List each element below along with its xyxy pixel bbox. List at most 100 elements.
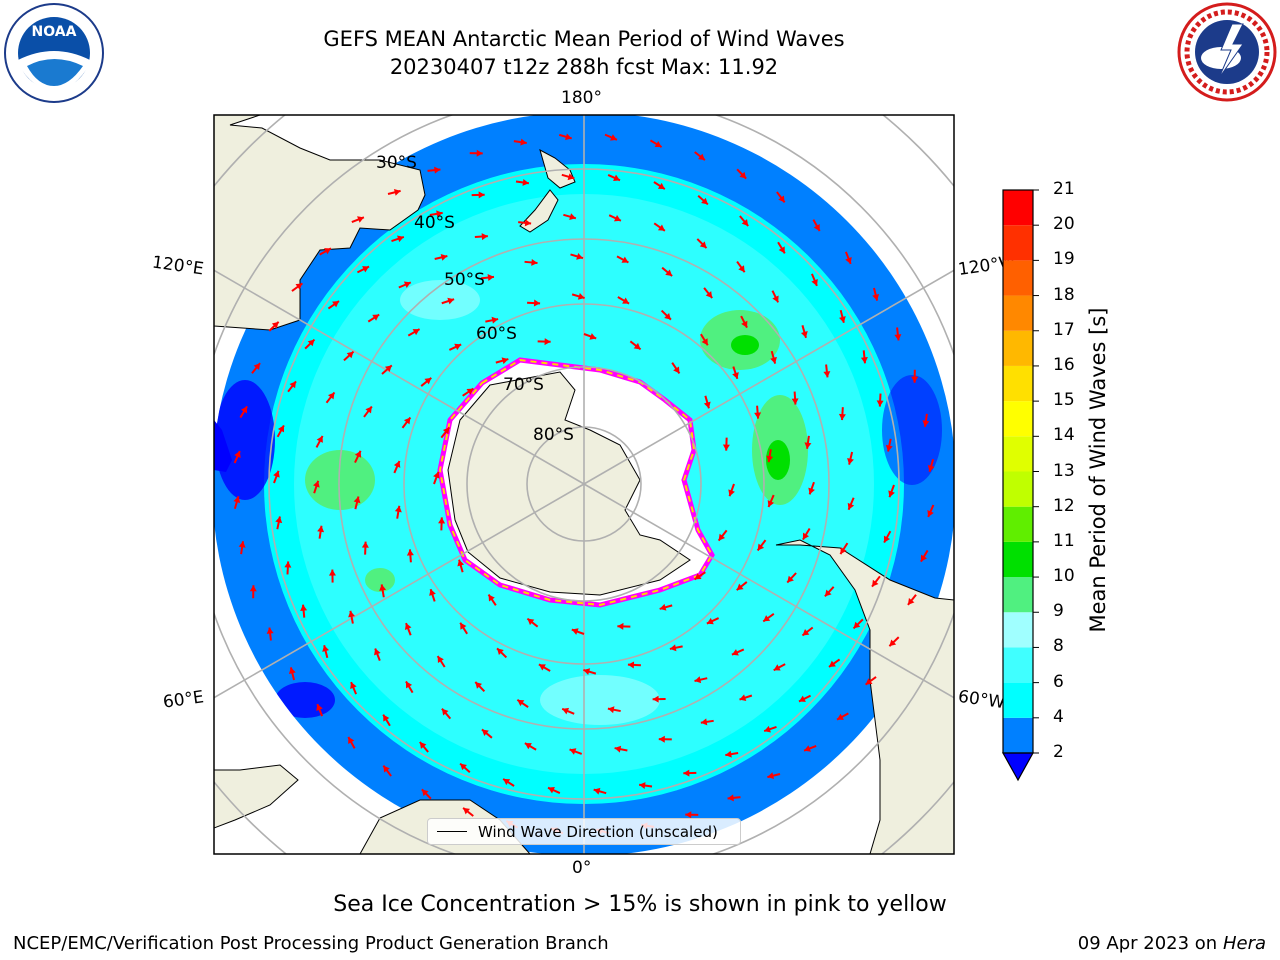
colorbar-tick-label: 8 bbox=[1053, 636, 1064, 657]
colorbar-tick-label: 18 bbox=[1053, 284, 1075, 305]
wind-wave-vector-head bbox=[617, 622, 624, 630]
wind-wave-vector-head bbox=[576, 253, 583, 260]
wind-wave-vector-head bbox=[487, 274, 494, 282]
wind-wave-vector-head bbox=[613, 215, 621, 222]
wind-wave-vector-head bbox=[665, 269, 673, 277]
wind-wave-vector-head bbox=[703, 401, 711, 409]
colorbar-tick-label: 14 bbox=[1053, 425, 1075, 446]
lat-label-80s: 80°S bbox=[533, 425, 574, 445]
wind-wave-vector-head bbox=[353, 496, 361, 504]
wind-wave-vector-head bbox=[454, 343, 462, 351]
wind-wave-vector-head bbox=[522, 178, 529, 186]
wind-wave-vector-head bbox=[889, 639, 897, 647]
wind-wave-vector-head bbox=[823, 371, 831, 378]
wind-wave-vector-head bbox=[883, 535, 891, 543]
colorbar-tick-label: 17 bbox=[1053, 319, 1075, 340]
wind-wave-vector-head bbox=[348, 610, 355, 618]
wind-wave-vector-head bbox=[727, 794, 734, 802]
wind-wave-vector-head bbox=[354, 450, 362, 458]
wind-wave-vector-head bbox=[732, 372, 739, 379]
wind-wave-vector-head bbox=[393, 460, 401, 468]
wind-wave-vector-head bbox=[927, 465, 935, 472]
wind-wave-vector-head bbox=[517, 699, 525, 707]
wind-wave-vector-head bbox=[659, 603, 667, 611]
colorbar-tick-label: 21 bbox=[1053, 179, 1075, 199]
wind-wave-vector-head bbox=[253, 363, 261, 370]
wind-wave-vector-head bbox=[701, 338, 708, 346]
wind-wave-vector-head bbox=[778, 246, 785, 254]
wind-wave-vector-head bbox=[434, 166, 441, 174]
colorbar-segment bbox=[1003, 330, 1033, 366]
colorbar-segment bbox=[1003, 506, 1033, 542]
lon-label-180: 180° bbox=[561, 88, 602, 108]
wind-wave-vector-head bbox=[798, 695, 806, 702]
wind-wave-vector-head bbox=[804, 442, 812, 449]
colorbar-segment bbox=[1003, 647, 1033, 683]
colorbar-tick-label: 9 bbox=[1053, 601, 1064, 622]
wind-wave-vector-head bbox=[562, 707, 570, 715]
wind-wave-vector-head bbox=[328, 569, 336, 576]
wind-wave-vector-head bbox=[652, 695, 659, 703]
wind-wave-vector-head bbox=[731, 649, 739, 656]
wind-wave-vector-head bbox=[234, 451, 241, 458]
wind-wave-vector-head bbox=[853, 621, 861, 629]
wind-wave-vector-head bbox=[384, 365, 392, 373]
wind-wave-vector-head bbox=[565, 133, 572, 141]
wind-wave-vector-head bbox=[813, 224, 820, 231]
colorbar-tick-label: 19 bbox=[1053, 249, 1075, 270]
wind-wave-vector-head bbox=[475, 681, 482, 689]
wind-wave-vector-head bbox=[571, 628, 579, 635]
wind-wave-vector-head bbox=[317, 525, 325, 533]
noaa-logo: NOAA bbox=[4, 3, 104, 103]
wind-wave-vector-head bbox=[362, 266, 370, 273]
legend-line-swatch bbox=[437, 831, 467, 832]
wind-wave-vector-head bbox=[567, 173, 575, 181]
wind-wave-vector-head bbox=[791, 398, 799, 405]
wind-wave-vector-head bbox=[328, 392, 335, 400]
wind-wave-vector-head bbox=[885, 444, 893, 452]
wind-wave-vector-head bbox=[569, 213, 576, 221]
wind-wave-vector-head bbox=[685, 811, 692, 819]
wind-wave-vector-head bbox=[766, 455, 774, 463]
nws-logo bbox=[1177, 2, 1277, 102]
sea-ice-note: Sea Ice Concentration > 15% is shown in … bbox=[333, 892, 947, 917]
wind-wave-vector-head bbox=[657, 224, 665, 231]
wind-wave-vector-head bbox=[266, 627, 274, 634]
wind-wave-vector-head bbox=[238, 541, 246, 548]
colorbar-under-triangle bbox=[1001, 752, 1035, 782]
colorbar-segment bbox=[1003, 541, 1033, 578]
wind-wave-vector-head bbox=[876, 400, 884, 407]
wind-wave-vector-head bbox=[718, 533, 726, 541]
wind-wave-vector-head bbox=[548, 786, 555, 794]
colorbar-segment bbox=[1003, 401, 1033, 437]
wind-wave-vector-head bbox=[524, 743, 532, 750]
colorbar bbox=[1001, 189, 1039, 782]
wind-wave-vector-head bbox=[808, 487, 815, 495]
wind-wave-vector-head bbox=[271, 321, 279, 329]
wind-wave-vector-head bbox=[669, 644, 677, 652]
wind-wave-vector-head bbox=[324, 248, 331, 255]
wind-wave-vector-head bbox=[404, 623, 412, 630]
wind-wave-vector-head bbox=[466, 388, 474, 395]
wind-wave-vector-head bbox=[802, 629, 810, 636]
wind-wave-vector-head bbox=[673, 366, 680, 374]
svg-text:NOAA: NOAA bbox=[32, 24, 77, 40]
wind-wave-vector-head bbox=[406, 549, 414, 556]
wind-wave-vector-head bbox=[406, 681, 413, 689]
wind-wave-vector-head bbox=[658, 735, 665, 743]
wind-wave-vector-head bbox=[824, 589, 832, 597]
wind-wave-vector-head bbox=[767, 772, 775, 780]
wind-wave-vector-head bbox=[447, 297, 455, 305]
wind-wave-vector-head bbox=[569, 748, 577, 755]
wind-wave-vector-head bbox=[284, 561, 292, 568]
wind-wave-vector-head bbox=[701, 197, 708, 205]
footer-host: Hera bbox=[1222, 933, 1266, 954]
wind-wave-vector-head bbox=[433, 471, 440, 479]
wind-wave-vector-head bbox=[403, 281, 411, 288]
wind-wave-vector-head bbox=[442, 427, 450, 435]
lat-label-40s: 40°S bbox=[414, 213, 455, 233]
wind-wave-vector-head bbox=[787, 575, 794, 583]
chart-title: GEFS MEAN Antarctic Mean Period of Wind … bbox=[323, 27, 845, 51]
wind-wave-vector-head bbox=[811, 278, 818, 286]
wind-wave-vector-head bbox=[764, 725, 771, 733]
